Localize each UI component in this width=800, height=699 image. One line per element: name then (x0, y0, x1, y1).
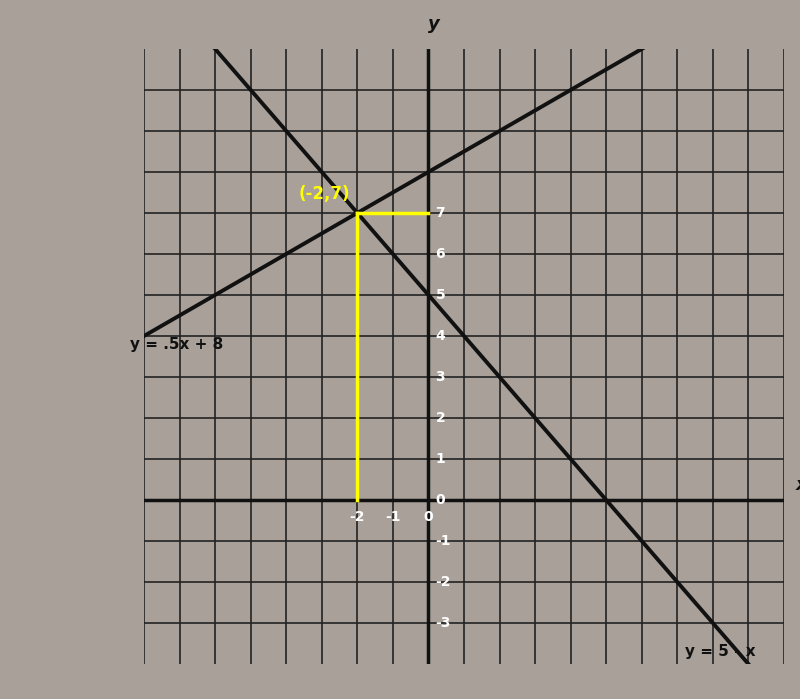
Text: (-2,7): (-2,7) (298, 185, 350, 203)
Text: y: y (428, 15, 440, 33)
Text: -3: -3 (435, 616, 451, 630)
Text: 3: 3 (435, 370, 445, 384)
Text: 0: 0 (435, 493, 445, 507)
Text: -1: -1 (385, 510, 401, 524)
Text: 0: 0 (424, 510, 434, 524)
Text: x: x (796, 476, 800, 494)
Text: -2: -2 (350, 510, 365, 524)
Text: 1: 1 (435, 452, 446, 466)
Text: 4: 4 (435, 329, 446, 343)
Text: y = 5 - x: y = 5 - x (685, 644, 755, 659)
Text: 7: 7 (435, 206, 445, 220)
Text: 6: 6 (435, 247, 445, 261)
Text: y = .5x + 8: y = .5x + 8 (130, 337, 223, 352)
Text: 5: 5 (435, 288, 446, 302)
Text: 2: 2 (435, 411, 446, 425)
Text: -1: -1 (435, 534, 451, 548)
Text: -2: -2 (435, 575, 451, 589)
